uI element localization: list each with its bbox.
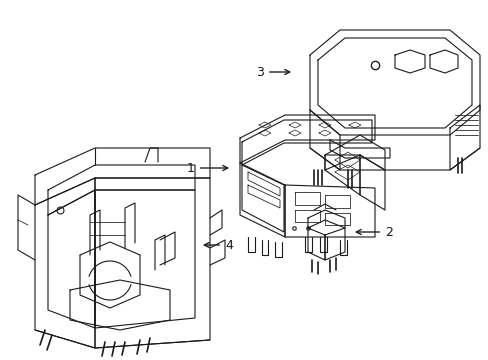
Text: 2: 2 xyxy=(356,225,392,239)
Text: 1: 1 xyxy=(187,162,227,175)
Text: 4: 4 xyxy=(204,239,232,252)
Text: 3: 3 xyxy=(256,66,289,78)
